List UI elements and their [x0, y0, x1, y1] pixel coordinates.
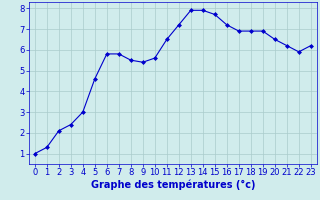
X-axis label: Graphe des températures (°c): Graphe des températures (°c) — [91, 180, 255, 190]
